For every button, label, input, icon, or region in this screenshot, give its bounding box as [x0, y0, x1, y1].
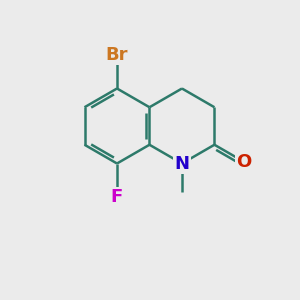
Text: O: O — [236, 153, 251, 171]
Text: N: N — [175, 154, 190, 172]
Text: F: F — [111, 188, 123, 206]
Text: Br: Br — [106, 46, 128, 64]
